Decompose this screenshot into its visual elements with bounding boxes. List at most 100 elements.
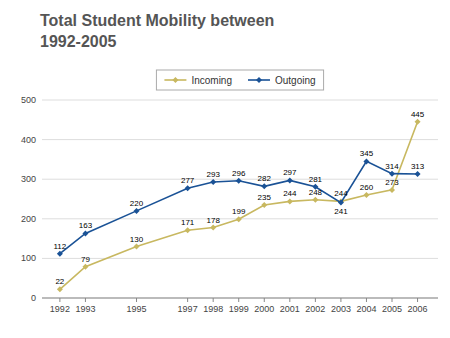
title: Total Student Mobility between xyxy=(40,12,274,29)
x-tick-label: 2002 xyxy=(305,304,325,314)
subtitle: 1992-2005 xyxy=(40,33,117,50)
x-tick-label: 1997 xyxy=(178,304,198,314)
data-point xyxy=(287,198,293,204)
data-point xyxy=(415,171,421,177)
data-point xyxy=(134,208,140,214)
x-tick-label: 1998 xyxy=(203,304,223,314)
grid-line xyxy=(42,258,438,259)
data-point xyxy=(82,230,88,236)
data-label: 79 xyxy=(81,255,90,264)
grid-line xyxy=(42,139,438,140)
data-point xyxy=(287,177,293,183)
legend: Incoming Outgoing xyxy=(156,70,323,90)
x-tick-label: 2004 xyxy=(356,304,376,314)
x-tick-label: 2006 xyxy=(408,304,428,314)
x-tick xyxy=(85,298,86,302)
x-tick xyxy=(315,298,316,302)
data-label: 277 xyxy=(181,176,195,185)
data-labels: 22 79 130 171 178 199 235 244 248 244 260 273 445 112… xyxy=(54,110,425,287)
data-point xyxy=(363,192,369,198)
plot-area xyxy=(57,119,421,293)
data-label: 235 xyxy=(258,193,272,202)
data-label: 220 xyxy=(130,199,144,208)
data-label: 244 xyxy=(334,189,348,198)
y-tick-label: 300 xyxy=(21,174,36,184)
data-label: 296 xyxy=(232,169,246,178)
data-point xyxy=(185,185,191,191)
chart: Total Student Mobility between 1992-2005 0… xyxy=(0,0,450,338)
data-label: 244 xyxy=(283,189,297,198)
data-label: 248 xyxy=(309,188,323,197)
x-axis xyxy=(42,298,438,299)
data-label: 293 xyxy=(206,170,220,179)
series-line xyxy=(60,122,418,290)
x-tick xyxy=(136,298,137,302)
data-point xyxy=(210,225,216,231)
y-tick-label: 0 xyxy=(31,293,36,303)
x-tick xyxy=(340,298,341,302)
data-point xyxy=(338,200,344,206)
x-tick xyxy=(417,298,418,302)
legend-marker xyxy=(172,77,178,83)
data-label: 273 xyxy=(385,178,399,187)
x-tick xyxy=(238,298,239,302)
data-label: 199 xyxy=(232,207,246,216)
x-tick-label: 1992 xyxy=(50,304,70,314)
data-point xyxy=(236,178,242,184)
legend-item: Incoming xyxy=(164,75,232,86)
x-tick xyxy=(392,298,393,302)
data-point xyxy=(415,119,421,125)
data-label: 178 xyxy=(206,216,220,225)
data-label: 163 xyxy=(79,221,93,230)
grid-line xyxy=(42,298,438,299)
data-point xyxy=(236,216,242,222)
data-label: 171 xyxy=(181,218,195,227)
data-point xyxy=(210,179,216,185)
data-point xyxy=(82,264,88,270)
data-point xyxy=(185,227,191,233)
x-tick xyxy=(289,298,290,302)
series-line xyxy=(60,161,418,253)
x-tick-label: 2003 xyxy=(331,304,351,314)
data-label: 282 xyxy=(258,174,272,183)
y-tick-label: 500 xyxy=(21,95,36,105)
x-tick-label: 1995 xyxy=(127,304,147,314)
data-label: 260 xyxy=(360,183,374,192)
legend-marker xyxy=(256,77,262,83)
x-tick-label: 1993 xyxy=(75,304,95,314)
x-tick-label: 2000 xyxy=(254,304,274,314)
legend-frame xyxy=(156,70,323,90)
x-tick-label: 2001 xyxy=(280,304,300,314)
data-label: 345 xyxy=(360,149,374,158)
x-tick xyxy=(59,298,60,302)
y-tick-label: 100 xyxy=(21,253,36,263)
x-tick xyxy=(264,298,265,302)
legend-label: Incoming xyxy=(191,75,232,86)
y-tick-label: 400 xyxy=(21,135,36,145)
data-point xyxy=(261,183,267,189)
x-tick-label: 1999 xyxy=(229,304,249,314)
x-tick xyxy=(213,298,214,302)
grid-line xyxy=(42,100,438,101)
data-label: 314 xyxy=(385,162,399,171)
data-point xyxy=(134,244,140,250)
data-label: 130 xyxy=(130,235,144,244)
x-tick xyxy=(366,298,367,302)
x-tick xyxy=(187,298,188,302)
data-label: 445 xyxy=(411,110,425,119)
legend-item: Outgoing xyxy=(248,75,316,86)
data-point xyxy=(363,158,369,164)
y-tick-label: 200 xyxy=(21,214,36,224)
data-label: 313 xyxy=(411,162,425,171)
data-point xyxy=(312,197,318,203)
data-point xyxy=(389,171,395,177)
data-label: 241 xyxy=(334,207,348,216)
data-point xyxy=(57,286,63,292)
data-label: 22 xyxy=(55,277,64,286)
data-label: 112 xyxy=(54,242,67,251)
data-point xyxy=(261,202,267,208)
legend-label: Outgoing xyxy=(275,75,316,86)
data-point xyxy=(57,251,63,257)
data-label: 281 xyxy=(309,175,323,184)
data-point xyxy=(389,187,395,193)
